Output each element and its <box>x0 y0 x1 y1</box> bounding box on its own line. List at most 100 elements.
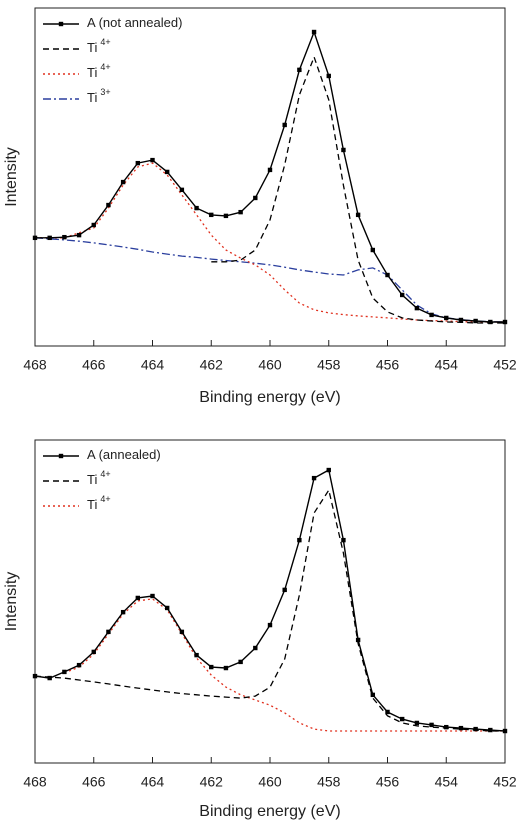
data-point <box>414 720 420 726</box>
series-line <box>64 598 505 732</box>
data-point <box>370 247 376 253</box>
legend-name: Ti <box>87 40 97 55</box>
data-point <box>267 167 273 173</box>
legend-superscript: 3+ <box>100 87 110 97</box>
x-tick-label: 452 <box>493 774 517 790</box>
legend-name: Ti <box>87 472 97 487</box>
data-point <box>326 73 331 79</box>
x-tick-label: 464 <box>141 357 165 373</box>
data-point <box>488 727 493 733</box>
data-point <box>311 29 317 35</box>
legend-label: Ti 3+ <box>87 87 111 105</box>
legend-marker <box>58 453 64 459</box>
data-point <box>458 317 464 323</box>
data-point <box>150 593 155 599</box>
data-point <box>32 235 38 241</box>
data-point <box>135 595 141 601</box>
legend-label: A (annealed) <box>87 447 161 462</box>
data-point <box>502 728 508 734</box>
x-axis-label: Binding energy (eV) <box>199 389 340 406</box>
data-point <box>62 669 67 675</box>
plot-frame <box>34 7 506 347</box>
data-point <box>370 692 376 698</box>
data-point <box>297 537 302 543</box>
data-point <box>399 292 405 298</box>
x-tick-label: 466 <box>82 357 106 373</box>
x-tick-label: 454 <box>435 774 459 790</box>
data-point <box>223 213 229 219</box>
legend-label: Ti 4+ <box>87 37 111 55</box>
series-line <box>211 55 505 324</box>
data-point <box>135 160 141 166</box>
x-tick-label: 460 <box>258 774 282 790</box>
data-point <box>120 179 126 185</box>
x-tick-label: 468 <box>23 774 47 790</box>
legend-label: A (not annealed) <box>87 15 182 30</box>
series-line <box>35 29 505 323</box>
data-point <box>355 212 361 218</box>
data-point <box>458 725 464 731</box>
data-point <box>326 467 331 473</box>
legend-name: A (not annealed) <box>87 15 182 30</box>
data-point <box>399 716 405 722</box>
data-point <box>164 169 170 175</box>
data-point <box>106 629 111 635</box>
data-point <box>297 67 302 73</box>
plot-frame <box>34 439 506 764</box>
data-point <box>47 235 52 241</box>
legend-name: Ti <box>87 65 97 80</box>
data-point <box>444 724 449 730</box>
data-point <box>194 652 199 658</box>
series-line <box>34 237 506 323</box>
legend-superscript: 4+ <box>100 494 110 504</box>
series-line <box>34 468 506 732</box>
data-point <box>414 305 420 311</box>
data-point <box>238 659 243 665</box>
data-point <box>502 319 508 325</box>
data-point <box>238 209 243 215</box>
legend-label: Ti 4+ <box>87 494 111 512</box>
data-point <box>164 605 170 611</box>
data-point <box>444 315 449 321</box>
data-point <box>106 202 111 208</box>
data-point <box>223 665 229 671</box>
data-point <box>91 222 96 228</box>
legend-superscript: 4+ <box>100 469 110 479</box>
data-point <box>253 195 258 201</box>
data-point <box>341 537 346 543</box>
x-tick-label: 454 <box>435 357 459 373</box>
data-point <box>76 662 82 668</box>
data-point <box>150 157 155 163</box>
data-point <box>194 205 199 211</box>
legend-name: Ti <box>87 497 97 512</box>
data-point <box>253 645 258 651</box>
legend-label: Ti 4+ <box>87 62 111 80</box>
data-point <box>62 234 67 240</box>
data-point <box>91 649 96 655</box>
data-point <box>267 622 273 628</box>
data-point <box>473 318 478 324</box>
x-tick-label: 452 <box>493 357 517 373</box>
data-point <box>488 319 493 325</box>
x-tick-label: 456 <box>376 774 400 790</box>
data-point <box>120 609 126 615</box>
data-point <box>385 709 390 715</box>
x-tick-label: 462 <box>200 357 224 373</box>
series-line <box>35 162 505 323</box>
legend-marker <box>58 21 64 27</box>
x-tick-label: 464 <box>141 774 165 790</box>
x-tick-label: 462 <box>200 774 224 790</box>
data-point <box>47 675 52 681</box>
x-tick-label: 458 <box>317 357 341 373</box>
x-tick-label: 460 <box>258 357 282 373</box>
data-point <box>473 726 478 732</box>
data-point <box>311 475 317 481</box>
data-point <box>179 187 185 193</box>
data-point <box>209 664 214 670</box>
x-axis-label: Binding energy (eV) <box>199 803 340 820</box>
data-point <box>209 212 214 218</box>
legend-superscript: 4+ <box>100 62 110 72</box>
x-tick-label: 458 <box>317 774 341 790</box>
